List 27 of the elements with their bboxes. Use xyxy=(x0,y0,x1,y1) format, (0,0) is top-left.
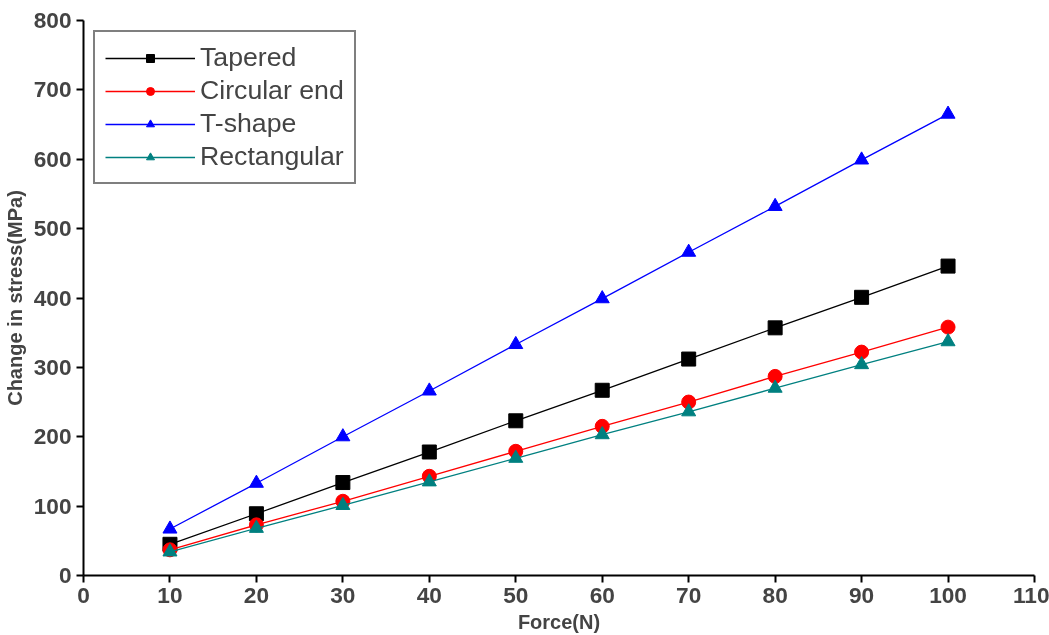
y-tick-label: 100 xyxy=(33,492,72,519)
y-axis-title: Change in stress(MPa) xyxy=(3,190,26,406)
legend-label: Rectangular xyxy=(200,141,344,172)
x-tick-label: 100 xyxy=(929,581,967,608)
y-tick-label: 600 xyxy=(33,145,72,172)
legend-label: Tapered xyxy=(200,42,297,73)
y-tick-label: 400 xyxy=(33,284,72,311)
x-tick-label: 60 xyxy=(589,581,615,608)
y-tick-label: 500 xyxy=(33,215,72,242)
x-tick-label: 50 xyxy=(503,581,529,608)
legend-label: T-shape xyxy=(200,108,297,139)
y-tick-label: 0 xyxy=(58,562,72,588)
x-tick-label: 30 xyxy=(330,581,356,608)
x-tick-label: 90 xyxy=(848,581,875,608)
x-tick-label: 0 xyxy=(77,581,90,608)
x-tick-label: 20 xyxy=(243,581,270,608)
x-tick-label: 110 xyxy=(1012,581,1049,608)
legend-label: Circular end xyxy=(200,75,344,106)
x-tick-label: 80 xyxy=(762,581,788,608)
y-tick-label: 800 xyxy=(33,7,72,33)
y-tick-label: 700 xyxy=(33,76,72,103)
y-tick-label: 200 xyxy=(33,423,72,450)
x-tick-label: 70 xyxy=(676,581,702,608)
y-tick-label: 300 xyxy=(33,353,72,380)
x-axis-title: Force(N) xyxy=(517,610,601,633)
x-tick-label: 10 xyxy=(157,581,183,608)
x-tick-label: 40 xyxy=(416,581,442,608)
